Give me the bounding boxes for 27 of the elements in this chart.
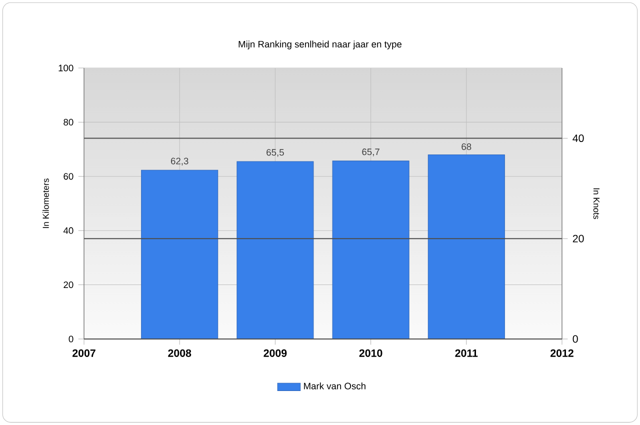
- text: 62,3: [171, 158, 188, 166]
- x-tick-label: 2012: [550, 349, 574, 357]
- y2-axis-title: In Knots: [593, 188, 600, 220]
- y-tick-label: 100: [58, 64, 74, 72]
- x-tick-label: 2007: [72, 349, 96, 357]
- bar: [428, 154, 505, 339]
- x-tick-label: 2010: [359, 349, 382, 357]
- text: 68: [462, 143, 472, 150]
- x-tick-label: 2008: [168, 349, 192, 357]
- x-tick-label: 2009: [264, 349, 287, 357]
- bar: [236, 161, 314, 339]
- y-tick-label: 60: [64, 173, 74, 180]
- y-tick-label: 40: [63, 227, 74, 234]
- y2-tick-label: 40: [572, 134, 584, 142]
- y-tick-label: 0: [68, 336, 74, 342]
- legend-label: Mark van Osch: [304, 382, 366, 390]
- chart-title: Mijn Ranking senlheid naar jaar en type: [238, 40, 402, 50]
- bar: [141, 170, 218, 339]
- bar: [332, 160, 410, 339]
- y2-tick-label: 20: [572, 234, 584, 242]
- y-tick-label: 20: [64, 282, 74, 288]
- x-tick-label: 2011: [455, 349, 478, 357]
- y-axis-title: In Kilometers: [42, 178, 49, 228]
- text: 65,5: [266, 149, 284, 157]
- y-tick-label: 80: [64, 118, 74, 126]
- y2-tick-label: 0: [572, 335, 578, 343]
- text: 65,7: [362, 148, 380, 156]
